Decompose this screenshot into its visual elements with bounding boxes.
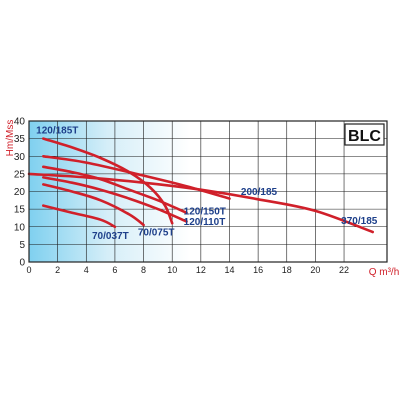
x-tick-label: 8 bbox=[141, 265, 146, 275]
x-tick-label: 10 bbox=[167, 265, 177, 275]
x-tick-label: 6 bbox=[112, 265, 117, 275]
y-tick-label: 5 bbox=[19, 240, 25, 251]
y-axis-label: Hm/Mss bbox=[5, 120, 16, 157]
y-tick-label: 35 bbox=[14, 134, 26, 145]
y-tick-label: 15 bbox=[14, 205, 26, 216]
y-tick-label: 10 bbox=[14, 222, 26, 233]
y-tick-label: 40 bbox=[14, 117, 26, 128]
x-axis-label: Q m³/h bbox=[369, 267, 400, 278]
x-tick-labels: 0 2 4 6 8 10 12 14 16 18 20 22 bbox=[26, 265, 349, 275]
x-tick-label: 18 bbox=[282, 265, 292, 275]
y-tick-label: 0 bbox=[19, 258, 25, 269]
x-tick-label: 2 bbox=[55, 265, 60, 275]
series-label-70-075t: 70/075T bbox=[138, 228, 175, 239]
x-tick-label: 22 bbox=[339, 265, 349, 275]
series-label-70-037t: 70/037T bbox=[92, 231, 129, 242]
y-tick-label: 25 bbox=[14, 169, 26, 180]
series-label-200-185: 200/185 bbox=[241, 187, 278, 198]
series-label-120-185t: 120/185T bbox=[36, 125, 78, 136]
series-lines bbox=[27, 137, 374, 234]
chart-title-box bbox=[344, 123, 385, 146]
chart-title: BLC bbox=[348, 128, 381, 145]
x-tick-label: 12 bbox=[196, 265, 206, 275]
series-line-370-185 bbox=[27, 172, 374, 234]
series-label-120-150t: 120/150T bbox=[184, 206, 226, 217]
plot-area-frame bbox=[28, 120, 388, 263]
y-tick-label: 30 bbox=[14, 152, 26, 163]
series-label-120-110t: 120/110T bbox=[184, 217, 226, 228]
y-tick-labels: 0 5 10 15 20 25 30 35 40 bbox=[14, 117, 26, 269]
series-line-70-075t bbox=[42, 183, 145, 227]
x-tick-label: 14 bbox=[224, 265, 234, 275]
x-tick-label: 4 bbox=[84, 265, 89, 275]
y-tick-label: 20 bbox=[14, 187, 26, 198]
series-line-120-110t bbox=[42, 176, 188, 223]
series-label-370-185: 370/185 bbox=[341, 216, 378, 227]
x-tick-label: 20 bbox=[310, 265, 320, 275]
x-tick-label: 16 bbox=[253, 265, 263, 275]
series-line-70-037t bbox=[42, 204, 117, 229]
x-tick-label: 0 bbox=[26, 265, 31, 275]
series-line-120-150t bbox=[42, 165, 188, 214]
